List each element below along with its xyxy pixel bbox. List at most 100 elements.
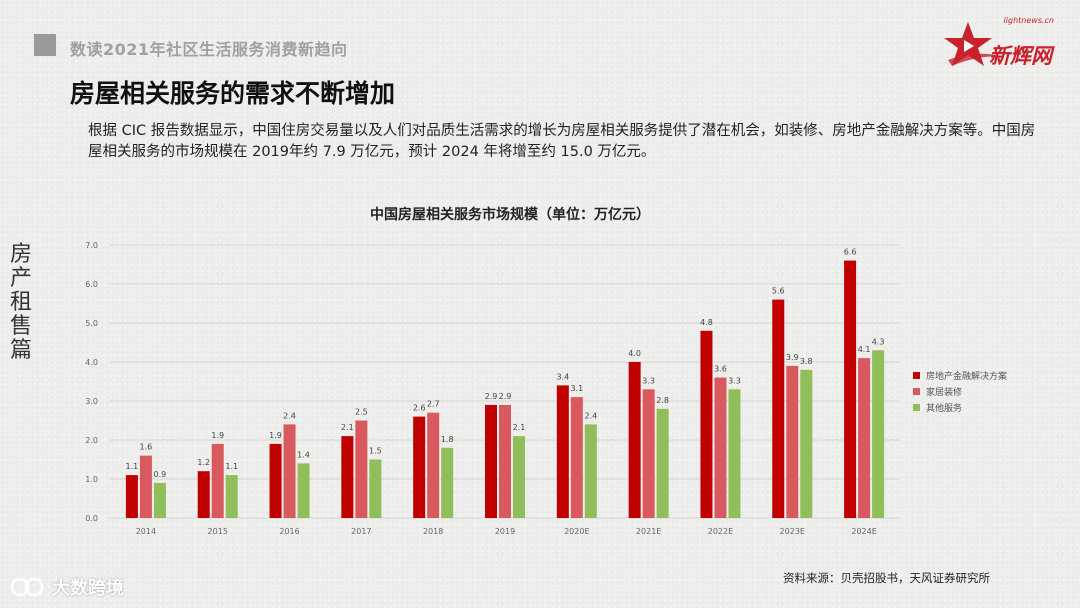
bar — [800, 369, 813, 518]
watermark-text: 大数跨境 — [52, 578, 124, 599]
bar — [772, 299, 785, 518]
data-label: 2.6 — [413, 404, 426, 413]
data-label: 3.3 — [728, 376, 741, 385]
x-tick-label: 2019 — [495, 527, 515, 536]
bar — [570, 397, 583, 518]
data-label: 1.6 — [140, 443, 153, 452]
legend-label-home: 家居装修 — [926, 387, 963, 398]
bar — [441, 447, 454, 518]
data-label: 2.8 — [656, 396, 669, 405]
data-label: 2.9 — [499, 392, 512, 401]
bar — [714, 377, 727, 518]
chart-title: 中国房屋相关服务市场规模（单位：万亿元） — [370, 207, 650, 223]
data-label: 1.9 — [269, 431, 282, 440]
data-label: 5.6 — [772, 287, 785, 296]
watermark-logo-icon — [10, 577, 44, 597]
bar — [269, 443, 282, 518]
bar — [844, 260, 857, 518]
bar — [369, 459, 382, 518]
x-tick-label: 2023E — [780, 527, 805, 536]
x-tick-label: 2014 — [136, 527, 156, 536]
bar — [872, 350, 885, 518]
bar — [197, 471, 210, 518]
side-category-label: 房产租售篇 — [10, 242, 33, 363]
bar — [153, 482, 166, 518]
data-label: 3.8 — [800, 357, 813, 366]
y-tick-label: 7.0 — [85, 241, 98, 250]
data-label: 0.9 — [154, 470, 167, 479]
x-tick-label: 2021E — [636, 527, 661, 536]
bar — [513, 436, 525, 518]
bar — [556, 385, 569, 518]
data-label: 2.4 — [584, 411, 597, 420]
bar — [413, 416, 426, 518]
data-label: 1.2 — [197, 458, 210, 467]
x-tick-label: 2016 — [279, 527, 299, 536]
bar — [355, 420, 368, 518]
bar — [858, 358, 871, 518]
data-label: 3.4 — [556, 372, 569, 381]
data-label: 3.6 — [714, 365, 727, 374]
y-tick-label: 3.0 — [85, 397, 98, 406]
bar — [485, 404, 497, 518]
data-label: 1.1 — [225, 462, 238, 471]
bar — [341, 436, 354, 518]
star-logo-icon — [944, 22, 1002, 66]
bar — [427, 412, 440, 518]
brand-logo[interactable]: lightnews.cn 新辉网 — [944, 14, 1064, 72]
data-label: 1.1 — [126, 462, 139, 471]
data-label: 4.3 — [872, 337, 885, 346]
body-paragraph: 根据 CIC 报告数据显示，中国住房交易量以及人们对品质生活需求的增长为房屋相关… — [88, 123, 1036, 160]
data-label: 6.6 — [844, 248, 857, 257]
x-tick-label: 2024E — [851, 527, 876, 536]
bar — [786, 365, 799, 518]
data-label: 2.1 — [513, 423, 526, 432]
y-tick-label: 2.0 — [85, 436, 98, 445]
watermark: 大数跨境 — [10, 574, 124, 600]
data-label: 2.9 — [485, 392, 498, 401]
data-label: 2.1 — [341, 423, 354, 432]
header-square — [34, 34, 56, 56]
data-label: 4.1 — [858, 345, 871, 354]
logo-brand-text: 新辉网 — [989, 44, 1052, 68]
logo-url: lightnews.cn — [1003, 16, 1054, 25]
bar — [211, 443, 224, 518]
x-tick-label: 2018 — [423, 527, 443, 536]
bar — [283, 424, 296, 518]
legend-item-home: 家居装修 — [913, 383, 1007, 399]
legend-label-finance: 房地产金融解决方案 — [926, 371, 1008, 382]
bar — [139, 455, 152, 518]
bar — [656, 408, 669, 518]
data-label: 2.4 — [283, 411, 296, 420]
legend-swatch-finance — [913, 371, 920, 379]
bar — [584, 424, 597, 518]
bar — [728, 389, 741, 518]
bar — [642, 389, 655, 518]
data-label: 4.0 — [628, 349, 641, 358]
page-title: 房屋相关服务的需求不断增加 — [70, 79, 396, 108]
data-label: 3.3 — [642, 376, 655, 385]
bar — [297, 463, 310, 518]
y-tick-label: 4.0 — [85, 358, 98, 367]
data-label: 1.4 — [297, 450, 310, 459]
data-label: 3.9 — [786, 353, 799, 362]
bar — [700, 330, 713, 518]
data-label: 1.5 — [369, 447, 382, 456]
y-tick-label: 6.0 — [85, 280, 98, 289]
bar-chart: 0.0 1.0 2.0 3.0 4.0 5.0 6.0 7.0 1.1 1.6 0.9 2014 1.2… — [85, 241, 900, 536]
legend-item-other: 其他服务 — [913, 399, 1007, 415]
data-label: 4.8 — [700, 318, 713, 327]
legend-label-other: 其他服务 — [926, 403, 963, 414]
bar — [125, 475, 138, 518]
x-tick-label: 2017 — [351, 527, 371, 536]
y-tick-label: 5.0 — [85, 319, 98, 328]
data-label: 3.1 — [570, 384, 583, 393]
data-label: 1.9 — [211, 431, 224, 440]
chart-legend: 房地产金融解决方案 家居装修 其他服务 — [913, 367, 1007, 415]
x-tick-label: 2015 — [208, 527, 228, 536]
y-tick-label: 0.0 — [85, 514, 98, 523]
data-label: 2.7 — [427, 400, 440, 409]
section-title: 数读2021年社区生活服务消费新趋向 — [70, 40, 348, 59]
data-label: 1.8 — [441, 435, 454, 444]
